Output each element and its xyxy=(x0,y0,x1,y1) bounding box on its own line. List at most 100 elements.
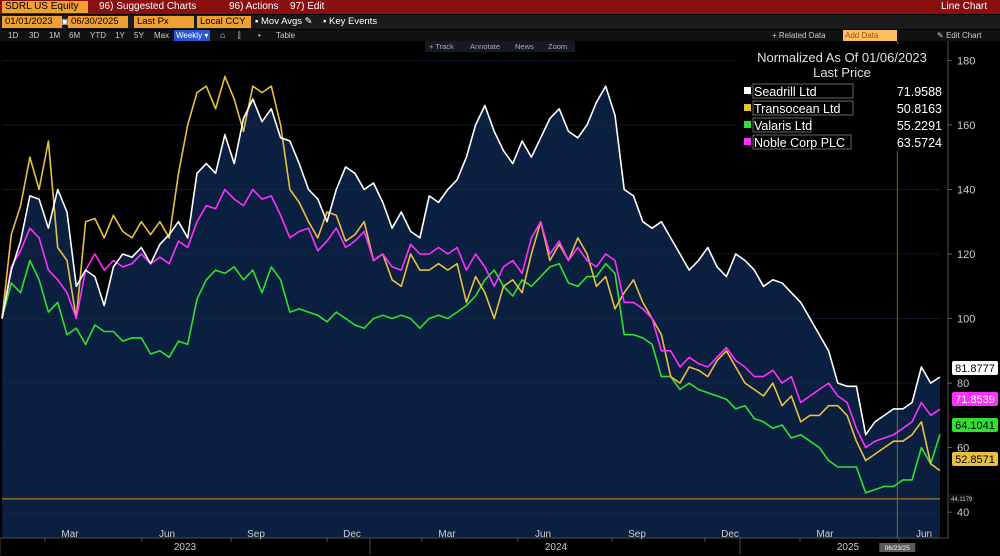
related-data-button[interactable]: + Related Data xyxy=(772,31,826,40)
more-icon[interactable]: • xyxy=(258,31,261,40)
start-date-input[interactable]: 01/01/2023 xyxy=(2,16,62,28)
edit-chart-label: Edit Chart xyxy=(945,31,982,40)
price-field-select[interactable]: Last Px xyxy=(134,16,194,28)
legend-row-transocean[interactable]: Transocean Ltd 50.8163 xyxy=(744,100,942,116)
valaris-line xyxy=(1,259,941,494)
range-bar: 1D 3D 1M 6M YTD 1Y 5Y Max Weekly ▾ ⩍ ⫿ •… xyxy=(0,30,1000,41)
legend-name-box xyxy=(752,117,812,133)
chart-type-label: Line Chart xyxy=(941,1,988,12)
track-tool[interactable]: + Track xyxy=(429,42,454,51)
mov-avgs-label: Mov Avgs xyxy=(261,16,303,27)
range-ytd[interactable]: YTD xyxy=(90,31,106,40)
legend-value: 71.9588 xyxy=(897,85,942,99)
seadrill-area xyxy=(2,86,940,538)
x-month-label: Dec xyxy=(721,529,739,540)
x-month-label: Mar xyxy=(816,529,834,540)
table-button[interactable]: Table xyxy=(276,31,296,40)
settings-bar: 01/01/2023 ▣ 06/30/2025 Last Px Local CC… xyxy=(0,15,1000,29)
legend-row-seadrill[interactable]: Seadrill Ltd 71.9588 xyxy=(744,83,942,99)
legend-name: Seadrill Ltd xyxy=(754,85,817,99)
key-events-label: Key Events xyxy=(329,16,378,27)
y-tick-label: 60 xyxy=(957,443,969,455)
range-5y[interactable]: 5Y xyxy=(134,31,144,40)
legend-name-box xyxy=(752,134,852,150)
legend-value: 63.5724 xyxy=(897,136,942,150)
chart-area: 40 60 80 100 120 140 160 180 44.1179 Mar Jun Sep De… xyxy=(0,41,1000,556)
legend-swatch xyxy=(744,138,751,145)
actions-button[interactable]: 96) Actions xyxy=(229,1,279,12)
x-month-label: Jun xyxy=(916,529,932,540)
valaris-last-label-box xyxy=(952,418,998,432)
legend-value: 50.8163 xyxy=(897,102,942,116)
legend-row-noble[interactable]: Noble Corp PLC 63.5724 xyxy=(744,134,942,150)
frequency-select[interactable]: Weekly ▾ xyxy=(174,30,211,41)
key-events-toggle[interactable]: ▪ Key Events xyxy=(320,16,380,28)
legend-swatch xyxy=(744,121,751,128)
x-month-label: Jun xyxy=(535,529,551,540)
legend-name: Valaris Ltd xyxy=(754,119,812,133)
y-tick-label: 160 xyxy=(957,120,975,132)
pencil-icon: ✎ xyxy=(302,16,313,27)
valaris-last-label: 64.1041 xyxy=(955,420,995,432)
y-tick-label: 80 xyxy=(957,378,969,390)
legend: Normalized As Of 01/06/2023 Last Price S… xyxy=(737,44,947,151)
calendar-icon[interactable]: ▣ xyxy=(61,17,69,26)
hline-label: 44.1179 xyxy=(951,497,973,503)
zoom-tool[interactable]: Zoom xyxy=(548,42,567,51)
legend-swatch xyxy=(744,87,751,94)
noble-line xyxy=(1,188,941,449)
annotate-tool[interactable]: Annotate xyxy=(470,42,500,51)
transocean-line xyxy=(1,75,941,472)
date-marker-box xyxy=(879,543,916,552)
chart-tool-strip: + Track Annotate News Zoom xyxy=(425,41,575,52)
y-axis: 40 60 80 100 120 140 160 180 44.1179 xyxy=(948,55,975,519)
end-date-input[interactable]: 06/30/2025 xyxy=(68,16,128,28)
y-tick-label: 180 xyxy=(957,55,975,67)
y-tick-label: 120 xyxy=(957,249,975,261)
legend-name-box xyxy=(752,100,854,116)
range-max[interactable]: Max xyxy=(154,31,170,40)
y-tick-label: 40 xyxy=(957,507,969,519)
x-month-label: Jun xyxy=(159,529,175,540)
edit-chart-button[interactable]: ✎ Edit Chart xyxy=(935,30,984,41)
mov-avgs-toggle[interactable]: ▪ Mov Avgs ✎ xyxy=(252,16,316,28)
legend-subtitle: Last Price xyxy=(813,65,871,80)
add-data-input[interactable]: Add Data xyxy=(843,30,897,41)
range-6m[interactable]: 6M xyxy=(69,31,81,40)
legend-value: 55.2291 xyxy=(897,119,942,133)
transocean-last-label: 52.8571 xyxy=(955,454,995,466)
checkbox-icon: ▪ xyxy=(323,16,330,27)
legend-box xyxy=(737,44,947,151)
news-tool[interactable]: News xyxy=(515,42,534,51)
date-marker-label: 06/23/25 xyxy=(885,545,911,552)
range-3d[interactable]: 3D xyxy=(29,31,40,40)
x-year-label: 2024 xyxy=(545,542,568,553)
range-1y[interactable]: 1Y xyxy=(115,31,125,40)
checkbox-icon: ▪ xyxy=(255,16,262,27)
y-tick-label: 100 xyxy=(957,314,975,326)
hline-label-box xyxy=(949,493,971,503)
frequency-label: Weekly xyxy=(176,31,203,40)
edit-button[interactable]: 97) Edit xyxy=(290,1,325,12)
currency-select[interactable]: Local CCY xyxy=(197,16,251,28)
legend-title: Normalized As Of 01/06/2023 xyxy=(757,50,927,65)
legend-name: Transocean Ltd xyxy=(754,102,840,116)
y-tick-label: 140 xyxy=(957,184,975,196)
x-month-label: Dec xyxy=(343,529,361,540)
legend-row-valaris[interactable]: Valaris Ltd 55.2291 xyxy=(744,117,942,133)
range-1d[interactable]: 1D xyxy=(8,31,19,40)
x-axis: Mar Jun Sep Dec Mar Jun Sep Dec Mar Jun 2023 2024 20… xyxy=(0,529,1000,556)
series-layer xyxy=(1,75,941,494)
x-year-label: 2025 xyxy=(837,542,860,553)
x-month-label: Mar xyxy=(61,529,79,540)
range-1m[interactable]: 1M xyxy=(49,31,61,40)
x-month-label: Sep xyxy=(247,529,265,540)
ticker-input[interactable]: SDRL US Equity xyxy=(2,1,88,13)
x-axis-band xyxy=(0,538,1000,556)
x-month-label: Sep xyxy=(628,529,646,540)
top-toolbar: SDRL US Equity 96) Suggested Charts 96) … xyxy=(0,0,1000,14)
chart-style-icon[interactable]: ⩍ xyxy=(220,31,226,40)
candle-icon[interactable]: ⫿ xyxy=(238,31,241,40)
legend-name-box xyxy=(752,83,854,99)
suggested-charts-button[interactable]: 96) Suggested Charts xyxy=(99,1,197,12)
